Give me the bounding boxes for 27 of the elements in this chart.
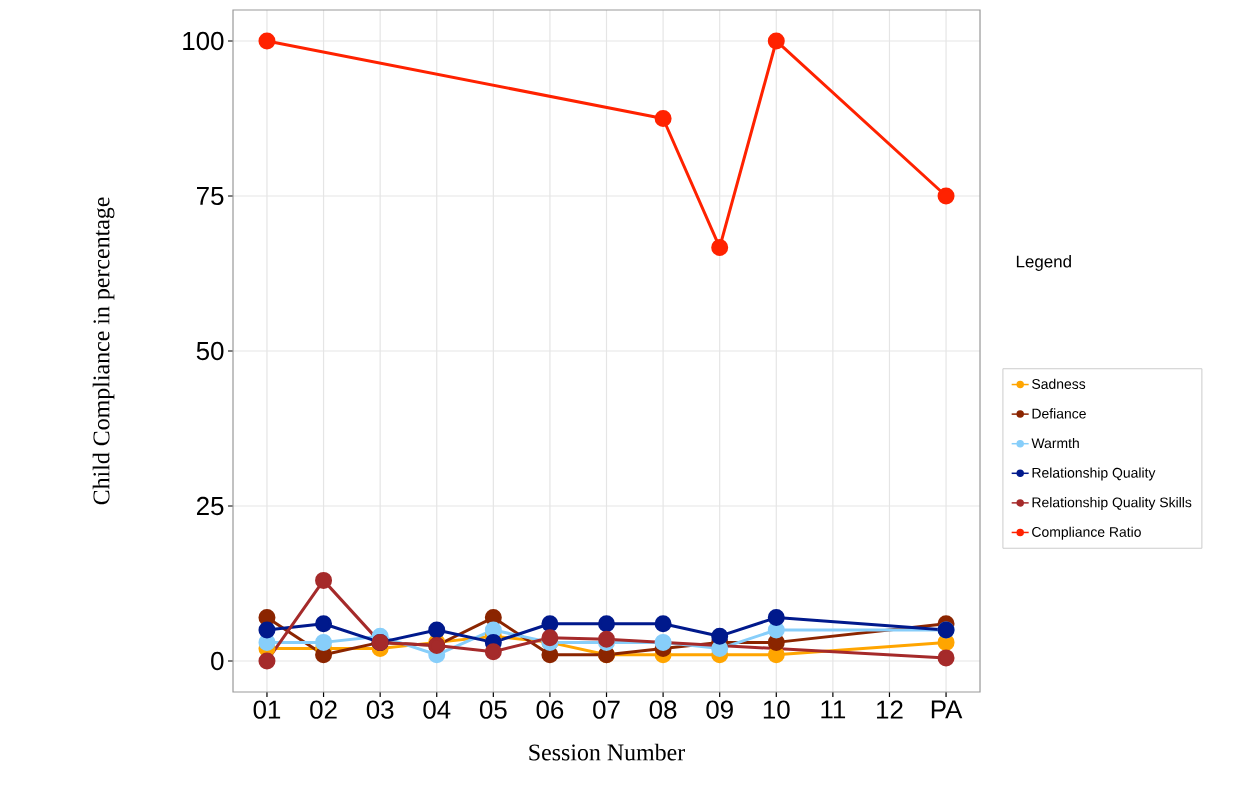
x-tick-label: PA [931,700,963,719]
legend-label: Sadness [1032,378,1086,389]
x-tick-label: 01 [253,700,281,719]
x-tick-label: 12 [877,700,903,719]
y-axis-title: Child Compliance in percentage [92,197,115,505]
y-tick-label: 25 [196,496,224,516]
x-tick-label: 04 [423,700,451,719]
x-tick-label: 10 [763,700,790,719]
y-tick-label: 50 [196,341,224,361]
legend-label: Compliance Ratio [1032,526,1141,540]
y-tick-label: 0 [211,651,224,671]
legend-label: Relationship Quality Skills [1032,497,1192,511]
x-tick-label: 06 [536,700,564,719]
legend-label: Relationship Quality [1032,467,1156,481]
x-tick-label: 03 [366,700,394,719]
x-tick-label: 09 [706,700,733,719]
y-tick-label: 75 [197,186,224,206]
legend-label: Warmth [1031,437,1079,449]
y-tick-label: 100 [183,31,224,51]
legend-title: Legend [1016,255,1071,271]
x-tick-label: 07 [593,700,620,719]
x-tick-label: 02 [310,700,337,719]
legend-label: Defiance [1032,408,1086,419]
x-tick-label: 11 [821,700,846,719]
x-tick-label: 05 [479,700,507,719]
x-axis-title: Session Number [529,743,685,761]
x-tick-label: 08 [649,700,677,719]
